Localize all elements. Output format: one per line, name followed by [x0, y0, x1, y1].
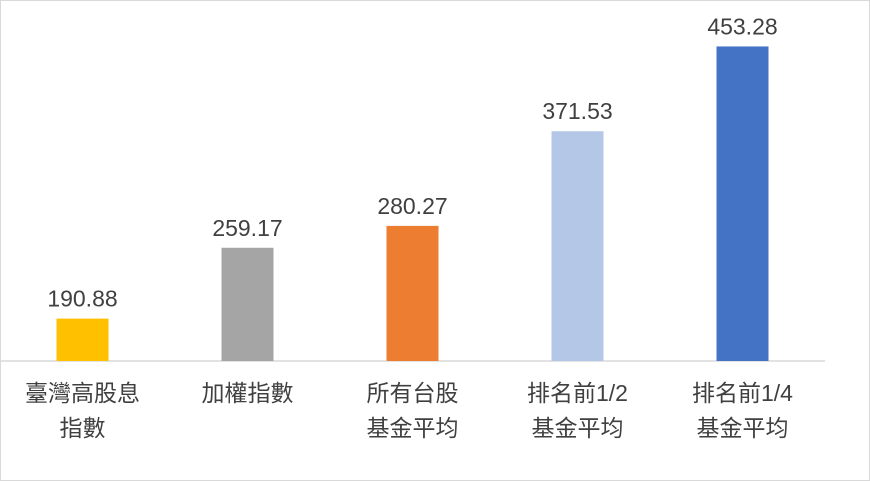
- x-tick-label: 臺灣高股息: [25, 380, 140, 406]
- x-tick-label: 基金平均: [532, 415, 624, 441]
- x-tick-label: 指數: [60, 415, 106, 441]
- x-tick-label: 排名前1/4: [692, 380, 793, 406]
- x-tick-label: 加權指數: [202, 380, 294, 406]
- bar: [221, 247, 274, 361]
- bar: [56, 318, 109, 361]
- value-label: 259.17: [212, 215, 282, 241]
- value-label: 280.27: [377, 193, 447, 219]
- bar: [551, 131, 604, 361]
- bar: [386, 225, 439, 361]
- x-tick-label: 排名前1/2: [527, 380, 628, 406]
- value-label: 453.28: [707, 13, 777, 39]
- value-label: 371.53: [542, 98, 612, 124]
- x-tick-label: 基金平均: [367, 415, 459, 441]
- value-label: 190.88: [47, 286, 117, 312]
- x-tick-label: 所有台股: [367, 380, 459, 406]
- x-tick-label: 基金平均: [697, 415, 789, 441]
- bar: [716, 46, 769, 361]
